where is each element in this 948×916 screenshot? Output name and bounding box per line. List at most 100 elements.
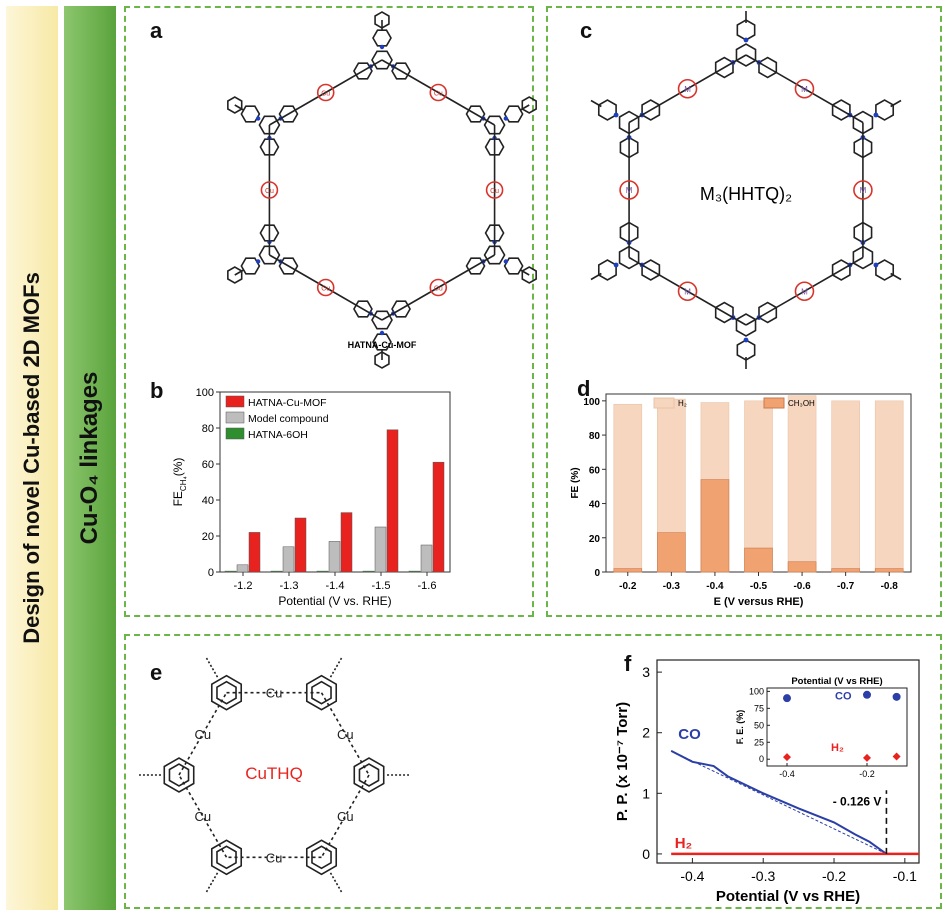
linker-bond: [325, 286, 383, 321]
bar-ch3oh: [874, 568, 904, 573]
chart-f-partial-pressure: 0 1 2 3 -0.4 -0.3 -0.2 -0.1 Potential (V vs RHE)…: [614, 659, 920, 905]
terminal-bond: [590, 272, 602, 281]
bar-h2: [744, 400, 773, 573]
nitrogen-atom: [379, 330, 385, 336]
thq-inner-ring: [358, 763, 380, 787]
panel-label-f: f: [624, 651, 632, 676]
x-axis-label: Potential (V vs. RHE): [278, 594, 391, 608]
cu-o-bond: [178, 774, 228, 858]
inset-y-tick-label: 25: [754, 737, 764, 747]
sidebar-outer-title: Design of novel Cu-based 2D MOFs: [19, 272, 44, 644]
bar-h2: [831, 400, 860, 573]
y-tick-label: 100: [196, 387, 214, 399]
y-tick-label: 80: [589, 431, 601, 442]
cuthq-caption: CuTHQ: [245, 764, 303, 783]
metal-o4-site: [677, 281, 698, 302]
cu-label: Cu: [321, 286, 330, 293]
bar-ch3oh: [744, 547, 773, 573]
hatna-arm-ring: [259, 224, 280, 242]
thq-inner-ring: [216, 845, 237, 870]
inset-h2-point: [783, 753, 791, 762]
inset-h2-point: [892, 752, 901, 761]
cu-label: Cu: [266, 850, 283, 865]
bar-ch3oh: [657, 532, 686, 573]
series-h2-label: H₂: [675, 835, 693, 852]
linker-bond: [628, 54, 747, 124]
bar-hatna-6oh: [408, 570, 421, 573]
inset-frame: [766, 687, 908, 767]
y-axis-label-unit: (%): [171, 458, 185, 477]
nitrogen-atom: [873, 112, 879, 118]
linker-bond: [745, 54, 864, 124]
x-tick-label: -0.7: [837, 581, 855, 592]
cu-o4-site: [429, 278, 448, 297]
nitrogen-atom: [743, 37, 749, 43]
legend-swatch: [653, 397, 675, 409]
sidebar-outer: Design of novel Cu-based 2D MOFs: [6, 6, 58, 910]
terminal-ring: [227, 96, 243, 114]
y-tick-label: 100: [583, 397, 600, 408]
cu-o4-site: [316, 278, 335, 297]
x-tick-label: -0.6: [793, 581, 811, 592]
bar-ch3oh: [700, 479, 730, 573]
linker-bond: [269, 254, 327, 289]
linker-bond: [269, 91, 327, 126]
hatna-arm-ring: [353, 62, 373, 80]
hatna-arm-ring: [503, 105, 524, 123]
x-tick-label: -1.6: [418, 580, 437, 592]
hhtq-core-ring: [735, 43, 757, 67]
hatna-core-ring: [371, 310, 393, 330]
x-tick-label: -0.5: [750, 581, 768, 592]
cu-label: Cu: [266, 686, 283, 701]
legend-swatch: [225, 411, 245, 424]
series-co-label: CO: [678, 726, 701, 743]
nitrogen-atom: [873, 262, 879, 268]
x-tick-label: -1.5: [372, 580, 391, 592]
metal-o4-site: [619, 180, 639, 200]
onset-annotation: - 0.126 V: [833, 794, 882, 808]
legend-label: Model compound: [248, 413, 329, 425]
y-tick-label: 80: [202, 423, 214, 435]
inset-y-tick-label: 100: [749, 686, 764, 696]
cu-label: Cu: [265, 188, 274, 195]
x-tick-label: -1.2: [234, 580, 253, 592]
hatna-core-ring: [371, 50, 393, 70]
hatna-cu-mof-structure: Cu Cu Cu Cu Cu Cu HATNA-Cu-MOF: [227, 11, 537, 369]
bar-h2: [787, 395, 817, 573]
plot-frame: [656, 659, 920, 864]
cu-label: Cu: [337, 809, 354, 824]
bar-hatna-cu-mof: [386, 429, 399, 573]
y-tick-label: 20: [589, 534, 601, 545]
metal-label: M: [860, 186, 867, 195]
inset-co-point: [783, 694, 791, 703]
x-tick-label: -0.8: [881, 581, 899, 592]
cu-label: Cu: [321, 91, 330, 98]
bar-h2: [874, 400, 904, 573]
thq-inner-ring: [216, 680, 237, 705]
terminal-bond: [890, 272, 902, 281]
x-tick-label: -1.3: [280, 580, 299, 592]
nitrogen-atom: [379, 44, 385, 50]
metal-label: M: [801, 287, 808, 296]
inset-y-tick-label: 75: [754, 703, 764, 713]
y-tick-label: 40: [202, 495, 214, 507]
hhtq-arm-ring: [597, 99, 617, 121]
linker-bond: [325, 59, 383, 94]
bar-model-compound: [374, 526, 387, 573]
thq-benzene-ring: [210, 839, 243, 876]
inset-co-label: CO: [835, 691, 852, 703]
y-tick-label: 2: [642, 725, 650, 741]
legend-swatch: [763, 397, 785, 409]
inset-y-axis-label: F. E. (%): [735, 710, 745, 745]
nitrogen-atom: [613, 262, 619, 268]
hatna-arm-ring: [278, 257, 299, 275]
terminal-bond: [590, 99, 602, 108]
metal-o4-site: [794, 78, 815, 99]
y-tick-label: 0: [208, 567, 214, 579]
cu-o-bond: [320, 692, 370, 776]
linker-bond: [437, 91, 495, 126]
inset-x-tick-label: -0.4: [779, 769, 795, 779]
linker-bond: [437, 254, 495, 289]
bar-hatna-6oh: [224, 570, 237, 573]
bar-hatna-6oh: [270, 570, 283, 573]
